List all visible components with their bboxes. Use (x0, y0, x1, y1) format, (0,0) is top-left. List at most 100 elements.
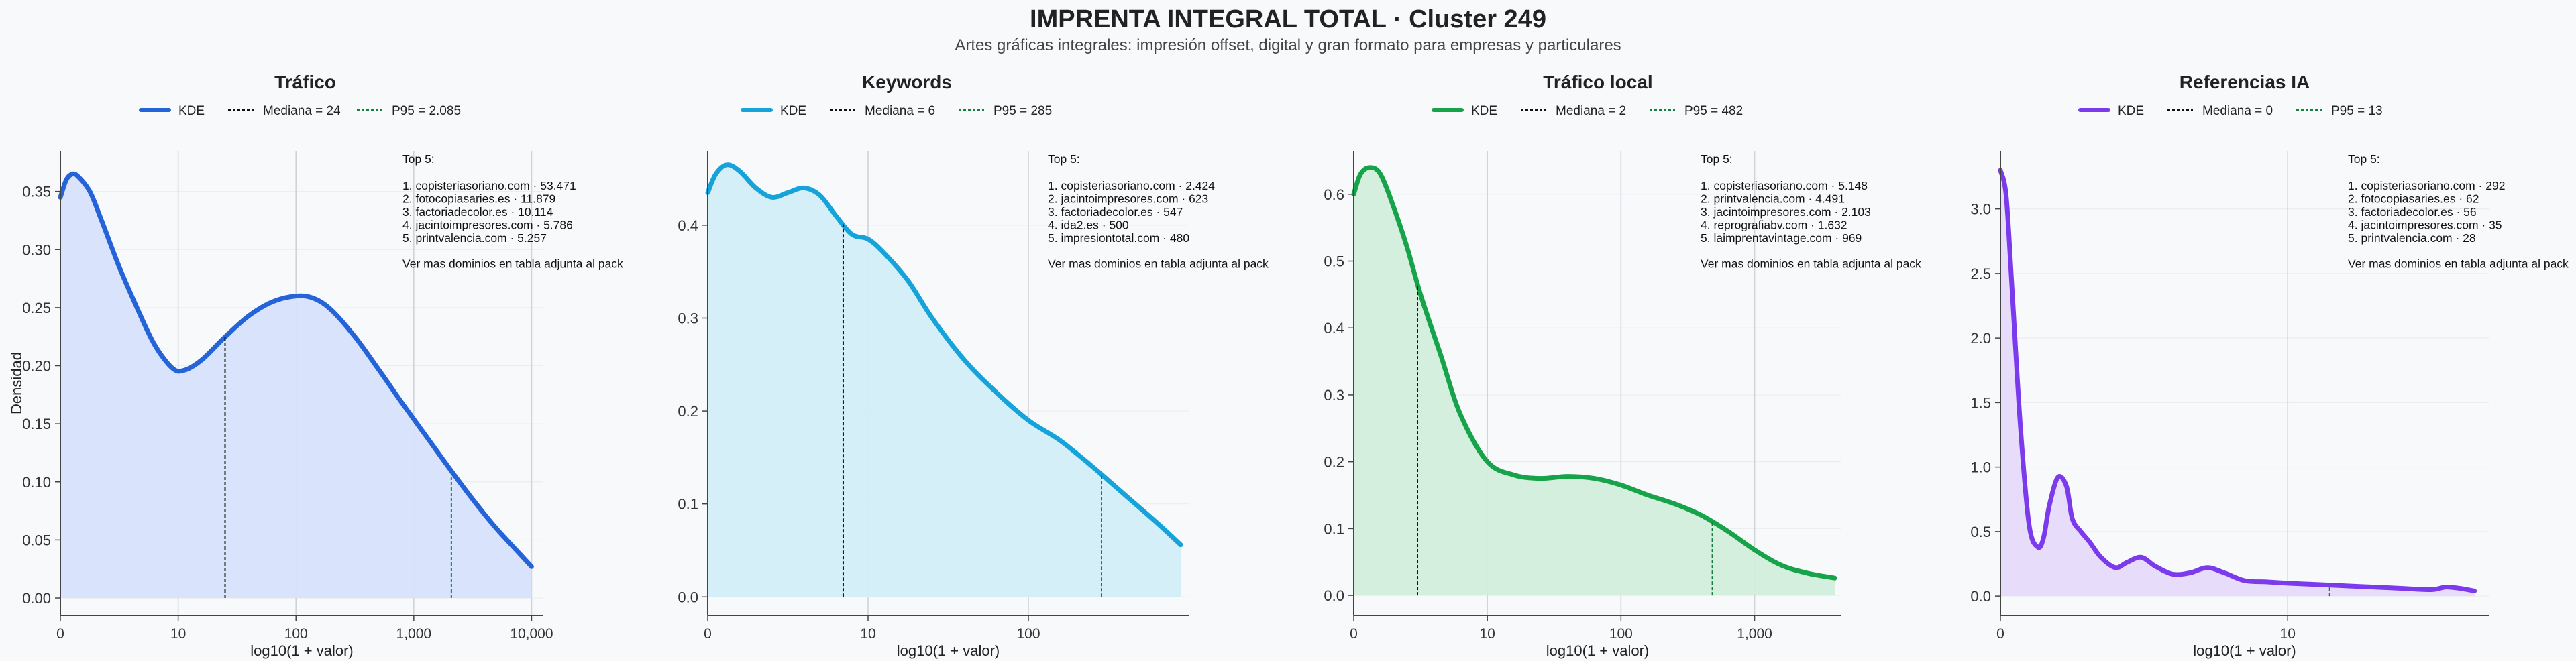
top5-item: 3. factoriadecolor.es · 10.114 (402, 205, 553, 219)
y-tick-label: 0.05 (22, 532, 51, 548)
y-tick-label: 3.0 (1970, 201, 1991, 218)
y-tick-label: 0.0 (1970, 588, 1991, 605)
x-axis-label: log10(1 + valor) (1546, 642, 1649, 659)
chart-panel-2: Keywords KDE Mediana = 6 P95 = 285 0.0 0.1 0.2… (678, 72, 1269, 659)
y-axis-label: Densidad (8, 352, 25, 414)
y-tick-label: 0.25 (22, 300, 51, 316)
legend-kde-label: KDE (2118, 104, 2144, 118)
x-axis-label: log10(1 + valor) (897, 642, 1000, 659)
top5-note: Ver mas dominios en tabla adjunta al pac… (1048, 257, 1269, 271)
y-tick-label: 0.0 (1324, 587, 1344, 604)
legend-p95-label: P95 = 13 (2331, 104, 2383, 118)
y-tick-label: 2.0 (1970, 330, 1991, 347)
top5-title: Top 5: (1701, 152, 1733, 166)
top5-item: 5. printvalencia.com · 28 (2348, 231, 2476, 245)
x-tick-label: 0 (1350, 626, 1358, 642)
legend-median-label: Mediana = 6 (865, 104, 935, 118)
top5-note: Ver mas dominios en tabla adjunta al pac… (1701, 257, 1921, 271)
y-tick-label: 0.15 (22, 416, 51, 432)
legend-median-label: Mediana = 2 (1556, 104, 1626, 118)
legend-kde-label: KDE (178, 104, 205, 118)
y-tick-label: 0.3 (1324, 387, 1344, 404)
legend-p95-label: P95 = 2.085 (392, 104, 461, 118)
top5-item: 5. laimprentavintage.com · 969 (1701, 231, 1862, 245)
x-tick-label: 10 (170, 626, 186, 642)
top5-item: 2. fotocopiasaries.es · 11.879 (402, 192, 555, 206)
top5-item: 1. copisteriasoriano.com · 2.424 (1048, 179, 1215, 192)
x-tick-label: 1,000 (1737, 626, 1772, 642)
y-tick-label: 1.5 (1970, 394, 1991, 411)
top5-item: 3. jacintoimpresores.com · 2.103 (1701, 205, 1871, 219)
page-title: IMPRENTA INTEGRAL TOTAL · Cluster 249 (1030, 5, 1546, 34)
kde-line (1351, 165, 1837, 581)
y-tick-label: 0.6 (1324, 186, 1344, 203)
y-tick-label: 0.5 (1324, 253, 1344, 270)
y-tick-label: 0.00 (22, 590, 51, 607)
top5-title: Top 5: (1048, 152, 1080, 166)
x-axis-label: log10(1 + valor) (2193, 642, 2296, 659)
kde-area (1354, 167, 1835, 596)
top5-item: 1. copisteriasoriano.com · 53.471 (402, 179, 576, 192)
x-tick-label: 100 (284, 626, 308, 642)
x-tick-label: 10,000 (510, 626, 553, 642)
chart-panel-3: Tráfico local KDE Mediana = 2 P95 = 482 0.0 0… (1324, 72, 1921, 659)
y-tick-label: 0.30 (22, 241, 51, 258)
top5-item: 1. copisteriasoriano.com · 5.148 (1701, 179, 1868, 192)
kde-area (708, 164, 1181, 597)
top5-item: 5. impresiontotal.com · 480 (1048, 231, 1189, 245)
chart-title: Tráfico local (1543, 72, 1652, 93)
y-tick-label: 0.1 (1324, 520, 1344, 537)
chart-title: Referencias IA (2180, 72, 2310, 93)
x-tick-label: 100 (1609, 626, 1633, 642)
x-tick-label: 0 (1996, 626, 2004, 642)
top5-note: Ver mas dominios en tabla adjunta al pac… (2348, 257, 2569, 271)
y-tick-label: 0.20 (22, 358, 51, 375)
y-tick-label: 1.0 (1970, 459, 1991, 476)
y-tick-label: 0.3 (678, 310, 698, 326)
top5-item: 3. factoriadecolor.es · 56 (2348, 205, 2477, 219)
y-tick-label: 0.5 (1970, 524, 1991, 540)
top5-item: 4. jacintoimpresores.com · 35 (2348, 219, 2502, 232)
x-axis-label: log10(1 + valor) (250, 642, 353, 659)
y-tick-label: 0.35 (22, 184, 51, 200)
chart-title: Tráfico (274, 72, 336, 93)
chart-panel-4: Referencias IA KDE Mediana = 0 P95 = 13 0.0 0… (1970, 72, 2569, 659)
top5-item: 4. ida2.es · 500 (1048, 219, 1129, 232)
legend-kde-label: KDE (1471, 104, 1497, 118)
legend-kde-label: KDE (780, 104, 806, 118)
x-tick-label: 10 (2280, 626, 2296, 642)
y-tick-label: 0.4 (1324, 320, 1344, 337)
y-tick-label: 0.2 (678, 403, 698, 420)
top5-item: 2. printvalencia.com · 4.491 (1701, 192, 1845, 206)
top5-item: 2. jacintoimpresores.com · 623 (1048, 192, 1208, 206)
kde-line (705, 162, 1183, 548)
top5-note: Ver mas dominios en tabla adjunta al pac… (402, 257, 623, 271)
x-tick-label: 10 (1479, 626, 1495, 642)
y-tick-label: 2.5 (1970, 265, 1991, 282)
top5-item: 3. factoriadecolor.es · 547 (1048, 205, 1183, 219)
chart-title: Keywords (862, 72, 952, 93)
kde-area (2000, 170, 2475, 597)
legend-p95-label: P95 = 482 (1684, 104, 1743, 118)
page-subtitle: Artes gráficas integrales: impresión off… (955, 36, 1621, 54)
top5-item: 5. printvalencia.com · 5.257 (402, 231, 547, 245)
top5-item: 4. reprografiabv.com · 1.632 (1701, 219, 1847, 232)
kde-line (58, 171, 534, 569)
y-tick-label: 0.0 (678, 589, 698, 605)
x-tick-label: 0 (704, 626, 712, 642)
legend-p95-label: P95 = 285 (994, 104, 1052, 118)
legend-median-label: Mediana = 0 (2202, 104, 2273, 118)
y-tick-label: 0.4 (678, 217, 698, 234)
top5-title: Top 5: (2348, 152, 2380, 166)
top5-title: Top 5: (402, 152, 435, 166)
x-tick-label: 100 (1016, 626, 1040, 642)
legend-median-label: Mediana = 24 (263, 104, 341, 118)
top5-item: 1. copisteriasoriano.com · 292 (2348, 179, 2505, 192)
x-tick-label: 0 (56, 626, 64, 642)
kde-area (60, 174, 532, 598)
y-tick-label: 0.10 (22, 474, 51, 491)
x-tick-label: 1,000 (396, 626, 432, 642)
top5-item: 2. fotocopiasaries.es · 62 (2348, 192, 2479, 206)
y-tick-label: 0.2 (1324, 454, 1344, 471)
